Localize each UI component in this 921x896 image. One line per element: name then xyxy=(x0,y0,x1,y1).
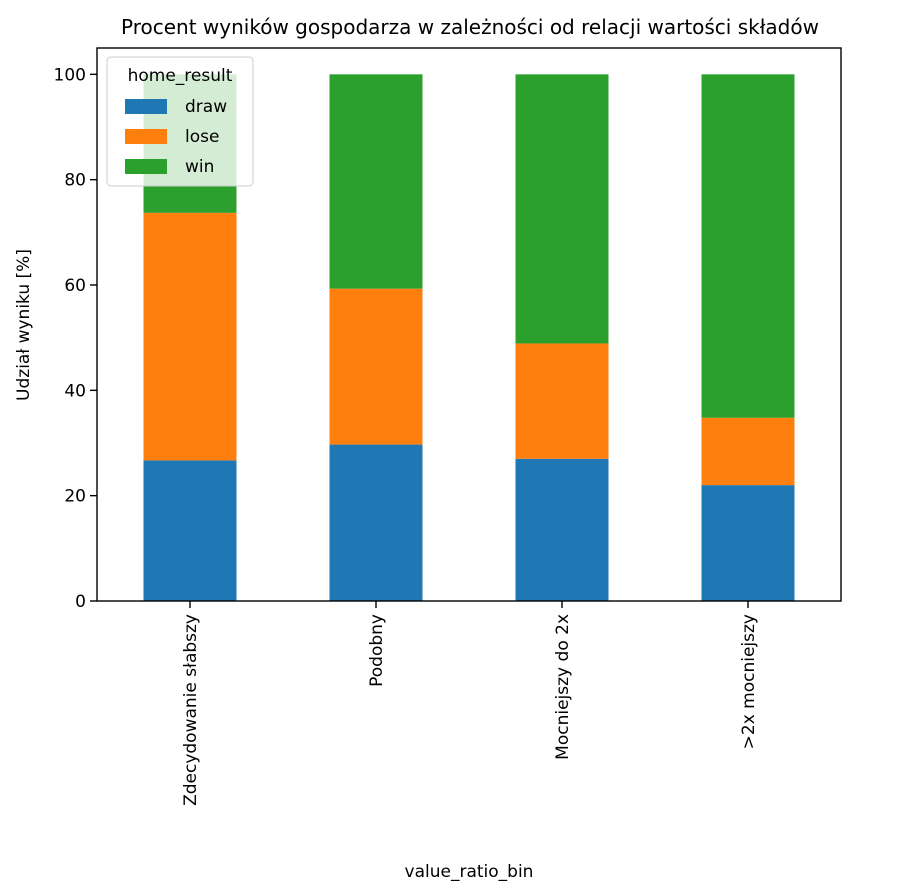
y-axis: 0 20 40 60 80 100 xyxy=(54,65,97,612)
legend-label-win: win xyxy=(185,157,214,177)
legend-label-lose: lose xyxy=(185,127,219,147)
y-tick-label: 20 xyxy=(64,487,86,507)
legend-swatch-draw xyxy=(125,99,167,114)
legend-frame xyxy=(106,56,254,187)
bars-layer xyxy=(143,74,795,601)
legend: home_result draw lose win xyxy=(106,56,254,187)
y-tick-label: 100 xyxy=(54,65,86,85)
y-tick-label: 60 xyxy=(64,276,86,296)
bar-win-4 xyxy=(701,74,795,418)
legend-title: home_result xyxy=(128,66,233,86)
bar-win-3 xyxy=(515,74,609,344)
bar-draw-2 xyxy=(329,444,423,601)
x-tick-label: >2x mocniejszy xyxy=(739,614,759,749)
legend-swatch-win xyxy=(125,159,167,174)
bar-draw-3 xyxy=(515,458,609,601)
bar-win-2 xyxy=(329,74,423,289)
plot-frame xyxy=(96,47,842,602)
y-tick-label: 0 xyxy=(75,592,86,612)
bar-lose-3 xyxy=(515,343,609,459)
x-axis-label: value_ratio_bin xyxy=(405,862,534,882)
x-axis: Zdecydowanie słabszy Podobny Mocniejszy do… xyxy=(181,601,759,806)
bar-draw-4 xyxy=(701,485,795,601)
legend-swatch-lose xyxy=(125,129,167,144)
x-tick-label: Mocniejszy do 2x xyxy=(553,614,573,760)
x-tick-label: Podobny xyxy=(367,614,387,687)
y-tick-label: 80 xyxy=(64,171,86,191)
chart-title: Procent wyników gospodarza w zależności … xyxy=(121,15,819,39)
legend-label-draw: draw xyxy=(185,97,227,117)
bar-lose-1 xyxy=(143,212,237,461)
bar-lose-4 xyxy=(701,417,795,486)
bar-draw-1 xyxy=(143,460,237,601)
y-tick-label: 40 xyxy=(64,381,86,401)
x-tick-label: Zdecydowanie słabszy xyxy=(181,614,201,806)
y-axis-label: Udział wyniku [%] xyxy=(14,249,34,401)
bar-lose-2 xyxy=(329,288,423,445)
